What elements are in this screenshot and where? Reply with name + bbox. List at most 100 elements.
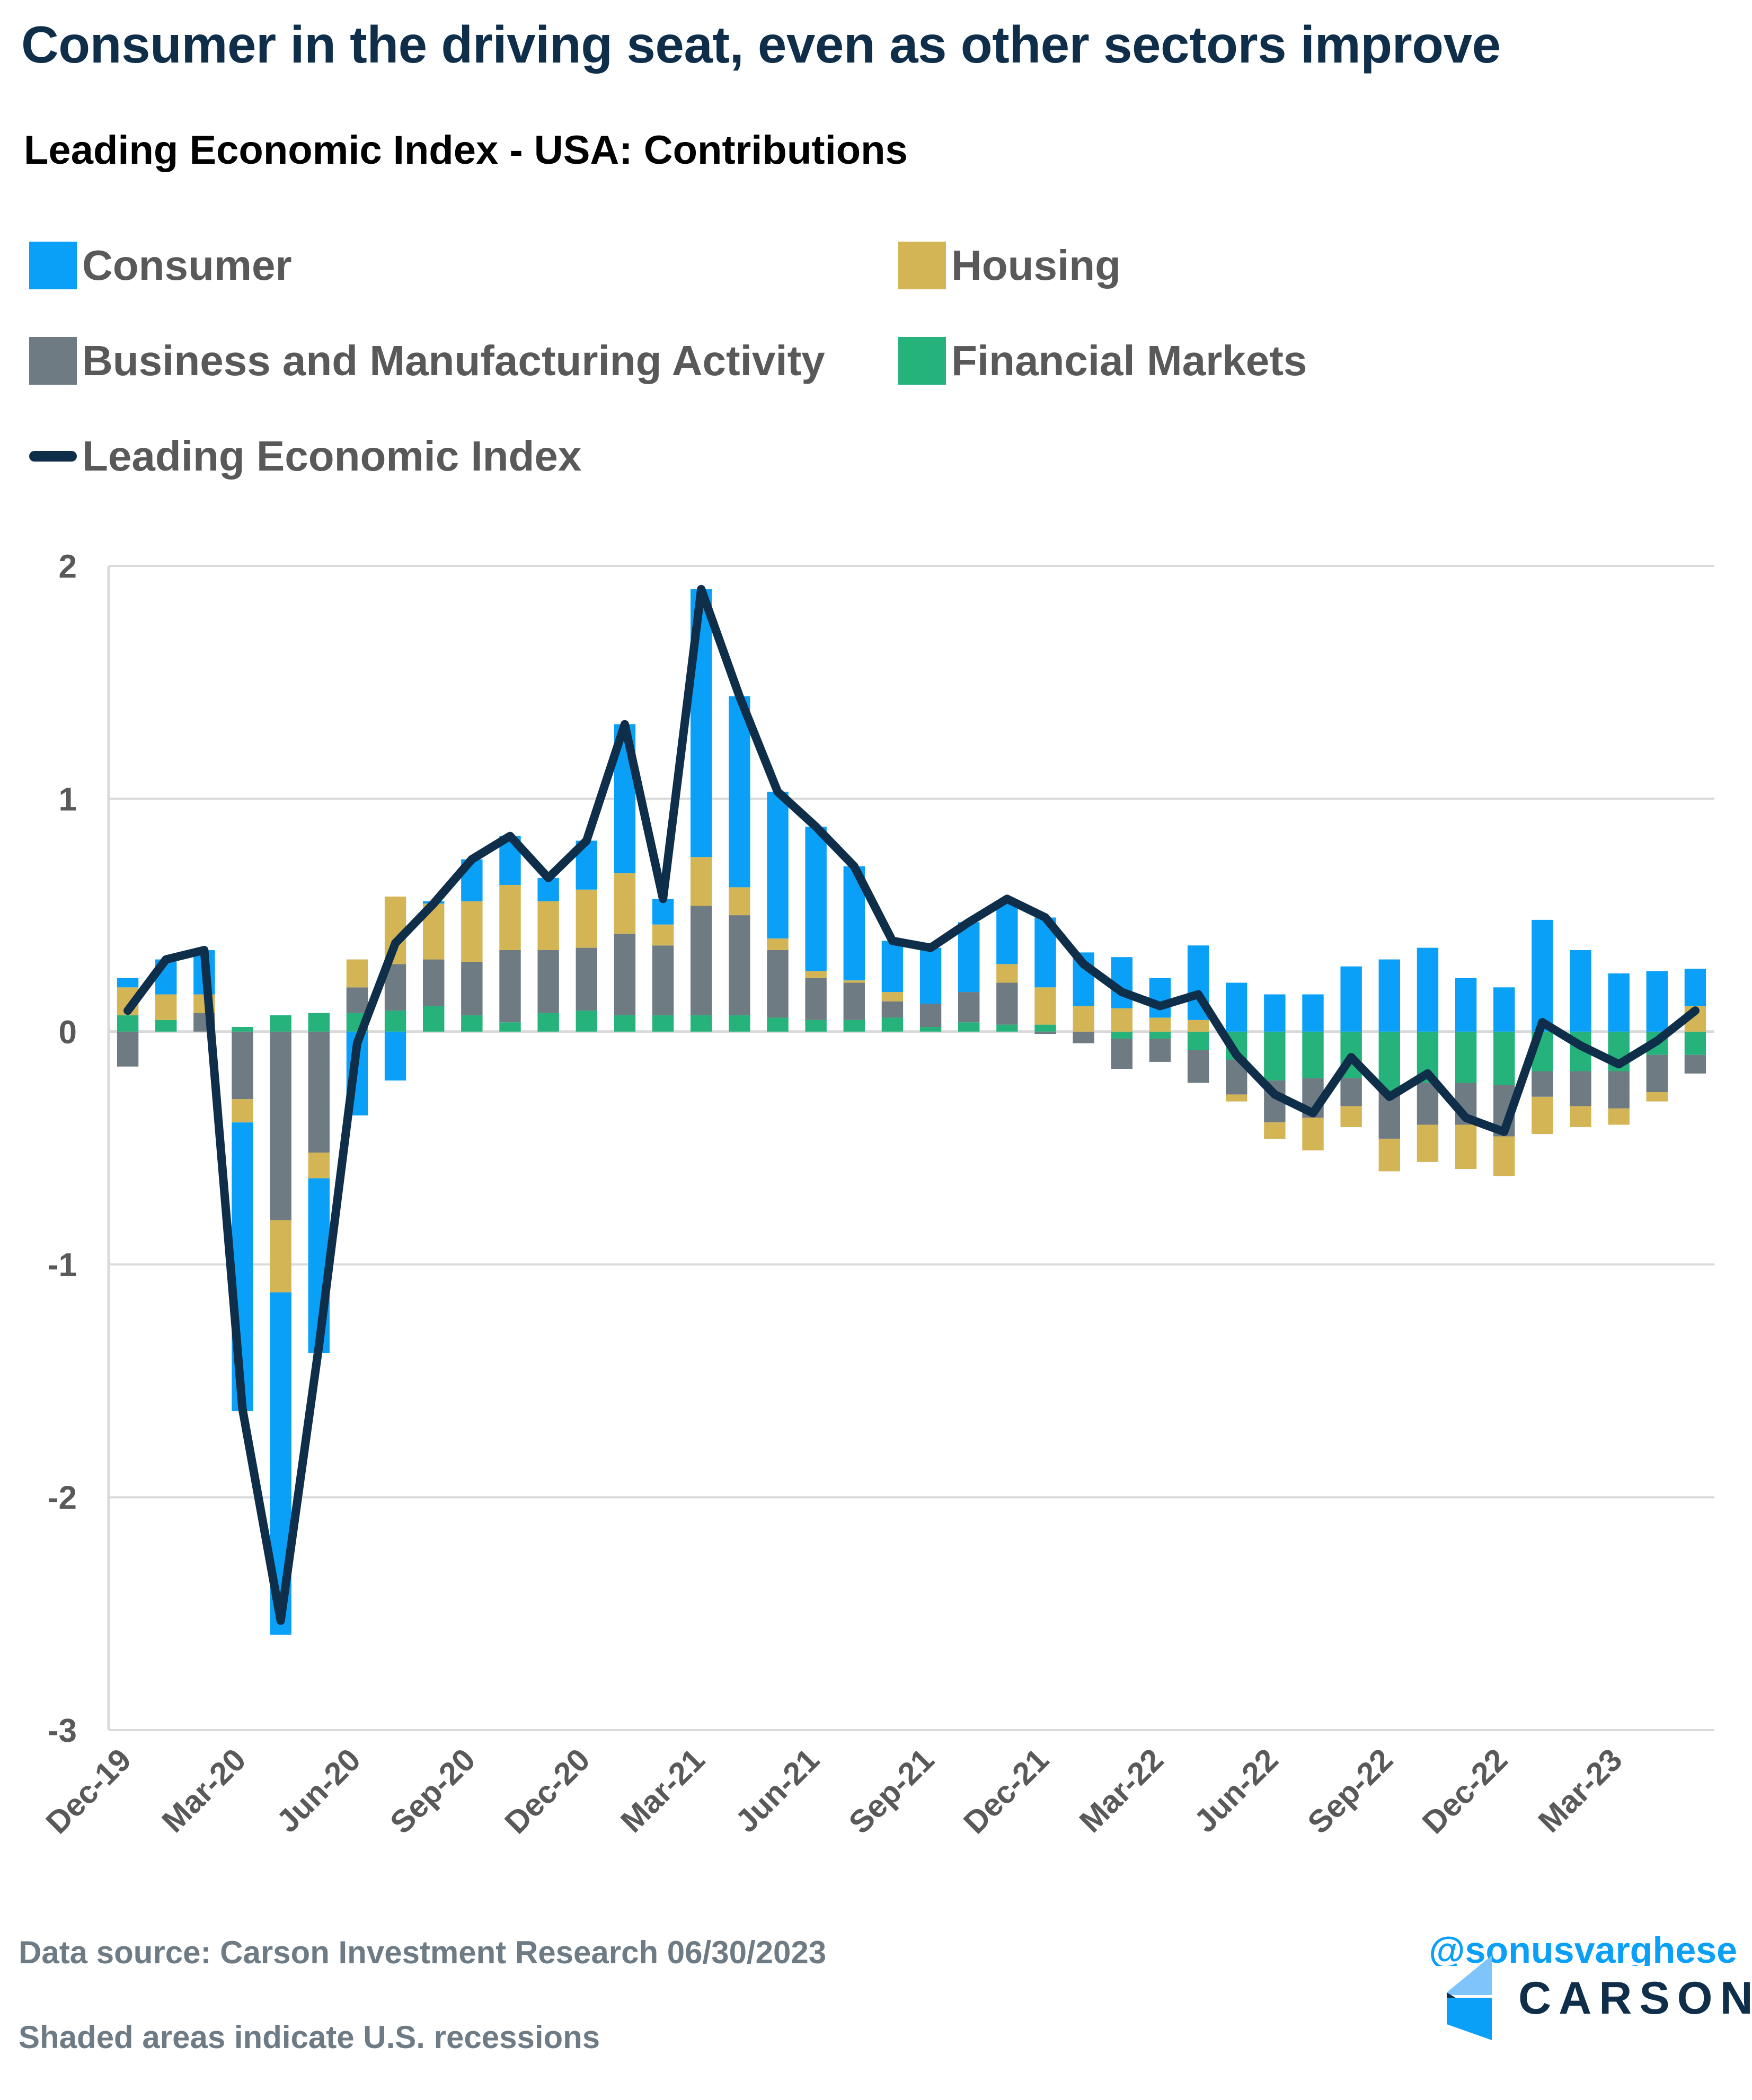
bar-business-and-manufacturing-activity-dec-21: [1034, 1031, 1056, 1034]
x-tick-label: Mar-22: [1073, 1742, 1170, 1839]
x-tick-label: Jun-22: [1187, 1742, 1285, 1839]
y-tick-label: 2: [59, 548, 77, 585]
x-tick-label: Sep-20: [383, 1742, 482, 1841]
carson-logo: CARSON: [1441, 1955, 1752, 2040]
legend-item-consumer: Consumer: [29, 241, 292, 290]
bar-housing-aug-21: [881, 992, 904, 1002]
bar-housing-jul-21: [843, 980, 865, 983]
bar-housing-oct-22: [1417, 1124, 1439, 1162]
bar-housing-apr-23: [1646, 1092, 1668, 1102]
bar-housing-nov-20: [537, 901, 559, 951]
legend-item-lei: Leading Economic Index: [29, 432, 581, 481]
bar-business-and-manufacturing-activity-jul-21: [843, 982, 865, 1020]
bar-business-and-manufacturing-activity-dec-20: [576, 947, 597, 1011]
bar-consumer-feb-21: [652, 899, 674, 925]
bar-financial-markets-nov-21: [996, 1024, 1018, 1032]
bar-financial-markets-oct-20: [499, 1022, 521, 1032]
bar-consumer-oct-21: [958, 922, 980, 993]
bar-housing-may-20: [308, 1153, 330, 1179]
bar-housing-dec-22: [1493, 1136, 1515, 1176]
bar-business-and-manufacturing-activity-sep-21: [919, 1004, 942, 1027]
bar-consumer-may-23: [1684, 969, 1706, 1006]
legend-swatch-business: [29, 337, 77, 385]
bar-financial-markets-feb-21: [652, 1015, 674, 1032]
bar-financial-markets-jun-22: [1264, 1031, 1286, 1081]
bar-housing-jan-23: [1532, 1096, 1553, 1135]
legend-label: Leading Economic Index: [82, 432, 582, 480]
bar-business-and-manufacturing-activity-jan-22: [1073, 1031, 1094, 1043]
bar-consumer-apr-21: [729, 696, 750, 888]
twitter-handle[interactable]: @sonusvarghese: [1429, 1929, 1737, 1966]
y-tick-label: 0: [59, 1014, 77, 1051]
legend-label: Business and Manufacturing Activity: [82, 337, 825, 384]
bar-business-and-manufacturing-activity-nov-20: [537, 950, 559, 1013]
bar-housing-apr-20: [270, 1220, 291, 1292]
bar-housing-dec-21: [1034, 987, 1056, 1025]
legend-item-business: Business and Manufacturing Activity: [29, 336, 825, 385]
chart-subtitle: Leading Economic Index - USA: Contributi…: [24, 128, 908, 173]
bar-financial-markets-dec-19: [117, 1015, 139, 1032]
bar-consumer-jul-20: [384, 1031, 406, 1081]
bar-business-and-manufacturing-activity-oct-20: [499, 950, 521, 1023]
bar-consumer-apr-23: [1646, 971, 1668, 1032]
bar-business-and-manufacturing-activity-oct-22: [1417, 1083, 1439, 1125]
bar-housing-apr-21: [729, 887, 750, 916]
x-tick-label: Dec-19: [39, 1742, 138, 1841]
bar-housing-jun-20: [346, 959, 368, 988]
y-tick-label: -1: [48, 1247, 77, 1283]
carson-logo-icon: [1447, 1955, 1492, 2040]
bar-business-and-manufacturing-activity-feb-23: [1570, 1071, 1591, 1106]
bar-consumer-jan-23: [1532, 919, 1553, 1032]
x-tick-label: Sep-21: [842, 1742, 941, 1841]
bar-consumer-nov-21: [996, 901, 1018, 964]
bar-financial-markets-nov-20: [537, 1013, 559, 1032]
x-tick-label: Mar-23: [1532, 1742, 1629, 1839]
bar-consumer-sep-22: [1378, 959, 1400, 1032]
y-tick-label: 1: [59, 781, 77, 818]
bar-housing-dec-20: [576, 889, 597, 948]
bar-business-and-manufacturing-activity-dec-19: [117, 1031, 139, 1067]
y-axis-ticks: 2 1 0 -1 -2 -3: [48, 548, 77, 1749]
bar-consumer-jul-22: [1302, 994, 1324, 1032]
bar-business-and-manufacturing-activity-apr-22: [1187, 1050, 1209, 1083]
bar-business-and-manufacturing-activity-nov-21: [996, 982, 1018, 1025]
x-tick-label: Dec-20: [498, 1742, 597, 1841]
legend-label: Financial Markets: [951, 337, 1307, 384]
bar-business-and-manufacturing-activity-mar-22: [1149, 1038, 1171, 1062]
recession-note: Shaded areas indicate U.S. recessions: [19, 2019, 600, 2055]
bar-business-and-manufacturing-activity-may-21: [767, 950, 789, 1018]
bar-financial-markets-jul-20: [384, 1011, 406, 1032]
chart-plot: 2 1 0 -1 -2 -3 Dec-19 Mar-20 Jun-20 Sep-20 Dec-20…: [39, 548, 1714, 1841]
bar-business-and-manufacturing-activity-aug-22: [1340, 1078, 1362, 1106]
bar-consumer-jun-22: [1264, 994, 1286, 1032]
bar-housing-sep-22: [1378, 1138, 1400, 1172]
bar-financial-markets-apr-21: [729, 1015, 750, 1032]
bar-consumer-dec-19: [117, 978, 139, 988]
bar-financial-markets-mar-22: [1149, 1031, 1171, 1039]
bar-financial-markets-sep-21: [919, 1027, 942, 1032]
y-tick-label: -2: [48, 1480, 77, 1517]
bar-financial-markets-apr-20: [270, 1015, 291, 1032]
bar-financial-markets-oct-21: [958, 1022, 980, 1032]
bar-housing-jul-22: [1302, 1118, 1324, 1150]
bar-business-and-manufacturing-activity-jun-20: [346, 987, 368, 1013]
bar-business-and-manufacturing-activity-feb-21: [652, 945, 674, 1016]
bar-housing-may-21: [767, 938, 789, 951]
bar-business-and-manufacturing-activity-apr-21: [729, 915, 750, 1016]
bar-consumer-jun-21: [805, 827, 827, 971]
bar-housing-mar-20: [232, 1099, 253, 1123]
bar-financial-markets-mar-21: [691, 1015, 712, 1032]
chart-title: Consumer in the driving seat, even as ot…: [21, 15, 1501, 74]
bar-housing-mar-23: [1608, 1108, 1630, 1125]
y-tick-label: -3: [48, 1713, 77, 1749]
x-tick-label: Dec-22: [1415, 1742, 1515, 1841]
bar-business-and-manufacturing-activity-aug-21: [881, 1001, 904, 1018]
bar-business-and-manufacturing-activity-mar-21: [691, 906, 712, 1016]
bar-housing-mar-22: [1149, 1017, 1171, 1032]
bars: [117, 589, 1706, 1635]
bar-housing-mar-21: [691, 857, 712, 906]
bar-financial-markets-jul-22: [1302, 1031, 1324, 1078]
bar-business-and-manufacturing-activity-jan-23: [1532, 1071, 1553, 1097]
bar-financial-markets-dec-22: [1493, 1031, 1515, 1085]
bar-consumer-oct-22: [1417, 947, 1439, 1032]
